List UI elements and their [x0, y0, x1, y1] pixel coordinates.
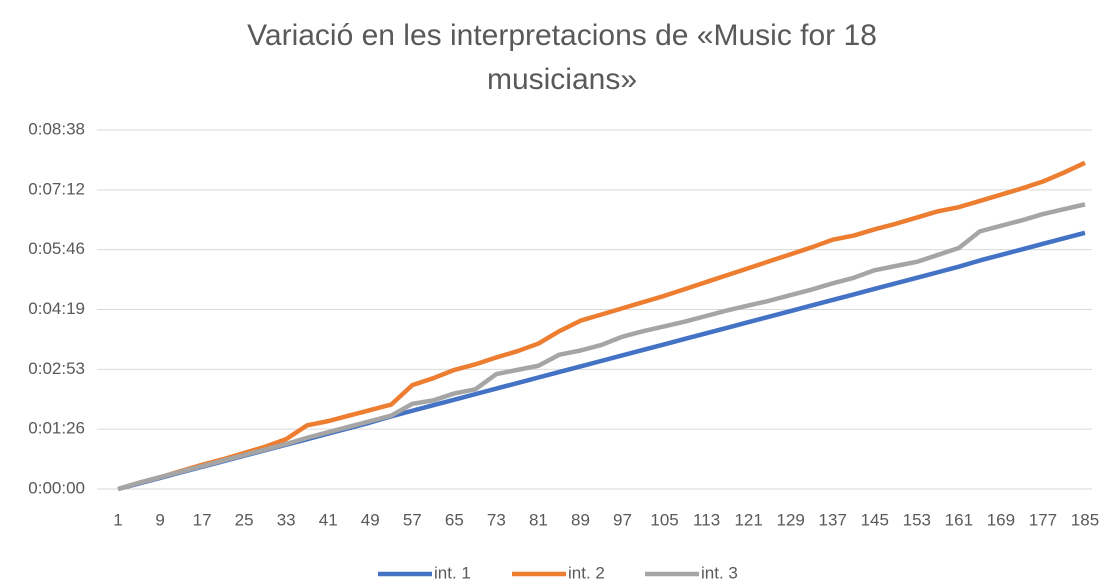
- y-tick-label: 0:05:46: [28, 239, 85, 258]
- y-tick-label: 0:01:26: [28, 419, 85, 438]
- x-tick-label: 145: [861, 510, 889, 529]
- x-tick-label: 49: [361, 510, 380, 529]
- y-tick-label: 0:07:12: [28, 179, 85, 198]
- x-tick-label: 89: [571, 510, 590, 529]
- x-tick-label: 153: [903, 510, 931, 529]
- x-tick-label: 177: [1029, 510, 1057, 529]
- x-tick-label: 129: [777, 510, 805, 529]
- data-line: [117, 160, 1086, 492]
- x-tick-label: 81: [529, 510, 548, 529]
- data-line: [117, 202, 1086, 492]
- x-tick-label: 33: [277, 510, 296, 529]
- x-tick-label: 41: [319, 510, 338, 529]
- x-tick-label: 105: [650, 510, 678, 529]
- x-tick-label: 1: [113, 510, 122, 529]
- x-tick-label: 25: [235, 510, 254, 529]
- legend-label: int. 3: [701, 563, 738, 582]
- y-tick-label: 0:04:19: [28, 299, 85, 318]
- x-tick-label: 113: [693, 510, 720, 529]
- x-tick-label: 73: [487, 510, 506, 529]
- x-tick-label: 65: [445, 510, 464, 529]
- x-tick-label: 185: [1071, 510, 1099, 529]
- x-tick-label: 121: [734, 510, 762, 529]
- x-tick-label: 161: [945, 510, 973, 529]
- y-tick-label: 0:02:53: [28, 359, 85, 378]
- y-tick-label: 0:00:00: [28, 478, 85, 497]
- legend-label: int. 2: [568, 563, 605, 582]
- x-tick-label: 9: [155, 510, 164, 529]
- y-tick-label: 0:08:38: [28, 119, 85, 138]
- x-tick-label: 137: [819, 510, 847, 529]
- chart-title: Variació en les interpretacions de «Musi…: [247, 19, 877, 96]
- legend-label: int. 1: [434, 563, 471, 582]
- x-tick-label: 169: [987, 510, 1015, 529]
- x-tick-label: 57: [403, 510, 422, 529]
- x-tick-label: 97: [613, 510, 632, 529]
- x-tick-label: 17: [193, 510, 212, 529]
